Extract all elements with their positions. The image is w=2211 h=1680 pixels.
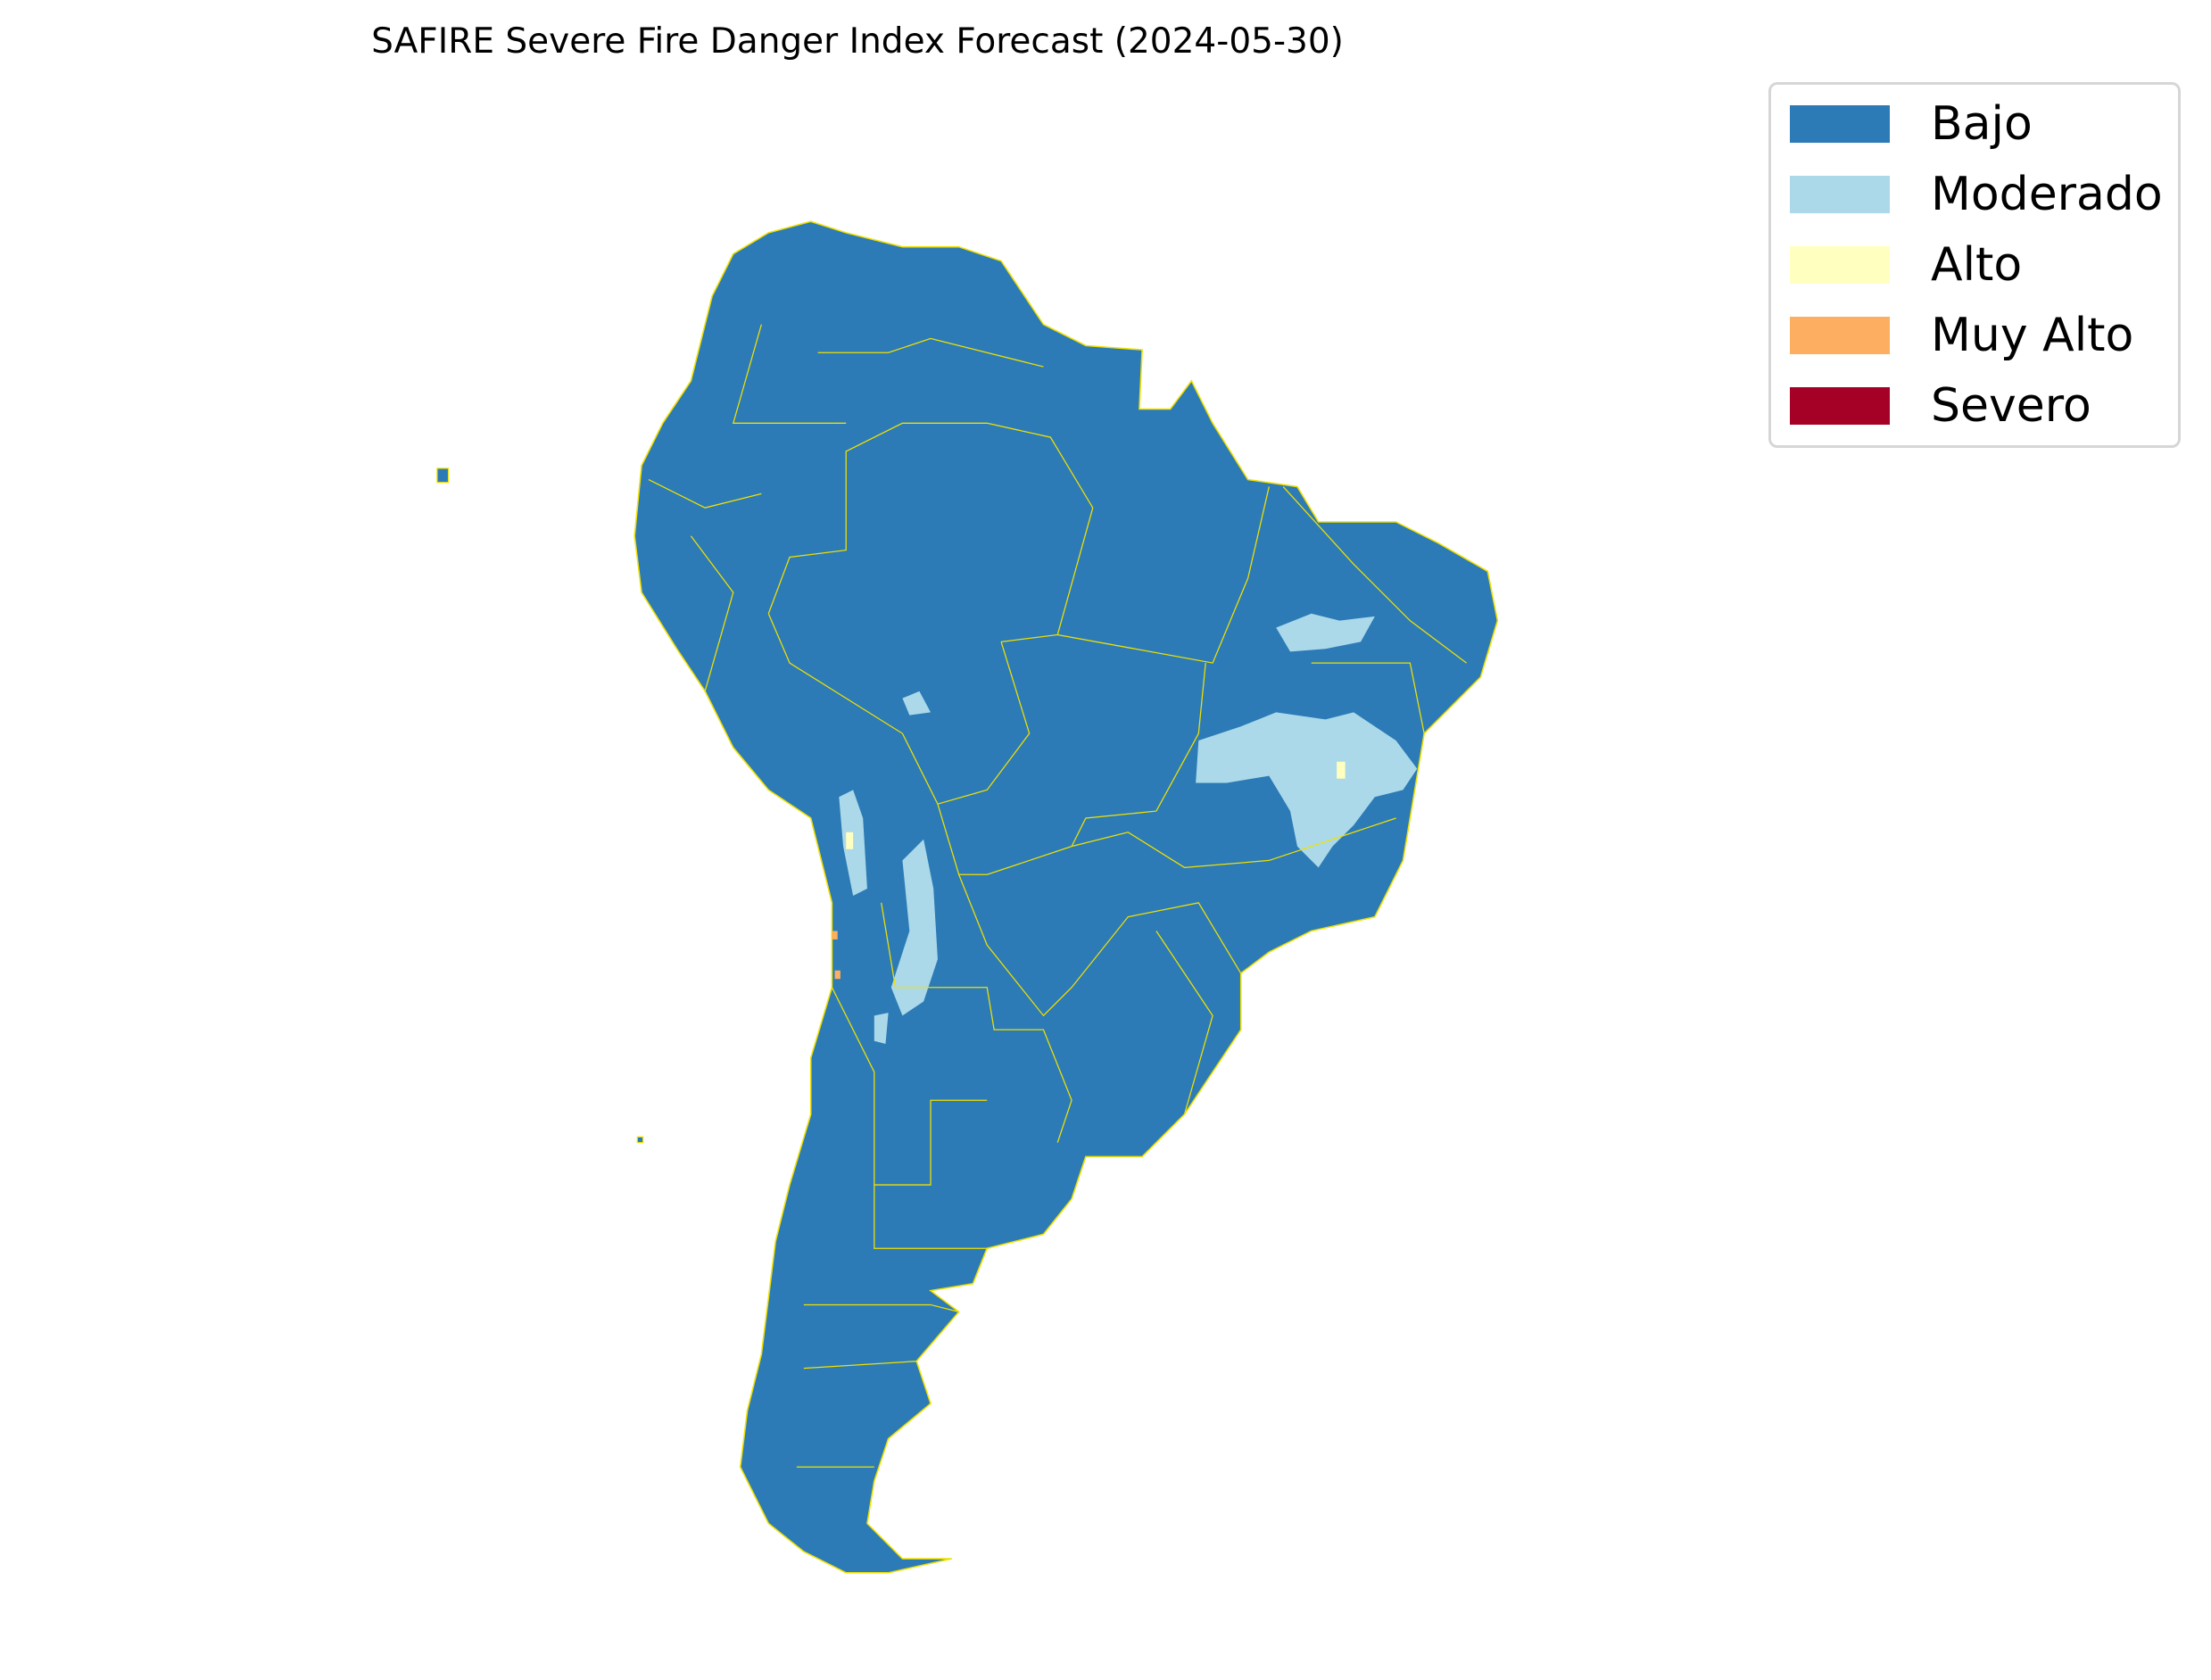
border-line [803, 1361, 917, 1370]
legend: Bajo Moderado Alto Muy Alto Severo [1768, 82, 2181, 448]
legend-swatch-severo [1790, 387, 1890, 425]
border-line [874, 1185, 989, 1284]
chart-title: SAFIRE Severe Fire Danger Index Forecast… [371, 21, 1344, 62]
border-line [732, 324, 847, 424]
island [636, 1136, 644, 1144]
legend-swatch-alto [1790, 246, 1890, 284]
legend-label: Alto [1931, 238, 2023, 292]
legend-item-alto: Alto [1790, 242, 2022, 288]
border-line [767, 422, 1094, 642]
legend-swatch-moderado [1790, 176, 1890, 213]
island [436, 468, 450, 484]
moderado-patch [890, 839, 938, 1016]
legend-item-bajo: Bajo [1790, 101, 2033, 147]
border-line [690, 535, 734, 691]
border-line [937, 804, 1396, 875]
moderado-patch [1196, 712, 1418, 868]
border-line [1282, 486, 1467, 664]
muy-alto-cells [832, 931, 841, 980]
admin-borders [648, 324, 1467, 1468]
border-line [817, 337, 1044, 368]
continent-bajo-area [633, 220, 1499, 1574]
legend-item-muy-alto: Muy Alto [1790, 312, 2133, 359]
legend-swatch-muy-alto [1790, 317, 1890, 354]
alto-cell [846, 832, 854, 849]
border-line [1057, 486, 1270, 664]
border-line [881, 902, 1072, 1143]
legend-label: Muy Alto [1931, 309, 2134, 362]
islands [436, 468, 644, 1144]
border-line [803, 1303, 959, 1312]
border-line [831, 987, 988, 1186]
legend-label: Severo [1931, 379, 2091, 433]
legend-item-moderado: Moderado [1790, 171, 2163, 218]
moderado-patch [1276, 613, 1375, 652]
muy-alto-cell [834, 970, 841, 980]
legend-swatch-bajo [1790, 105, 1890, 143]
border-line [767, 613, 1031, 805]
alto-cells [846, 761, 1346, 849]
muy-alto-cell [832, 931, 838, 939]
border-line [1311, 662, 1425, 734]
border-line [648, 478, 762, 509]
border-line [1155, 931, 1213, 1115]
moderado-patches [839, 613, 1418, 1044]
alto-cell [1337, 761, 1346, 779]
moderado-patch [874, 1013, 889, 1044]
border-line [958, 874, 1242, 1017]
legend-label: Bajo [1931, 97, 2033, 151]
border-line [1071, 663, 1206, 847]
legend-label: Moderado [1931, 168, 2163, 221]
moderado-patch [902, 691, 932, 716]
legend-item-severo: Severo [1790, 383, 2091, 429]
